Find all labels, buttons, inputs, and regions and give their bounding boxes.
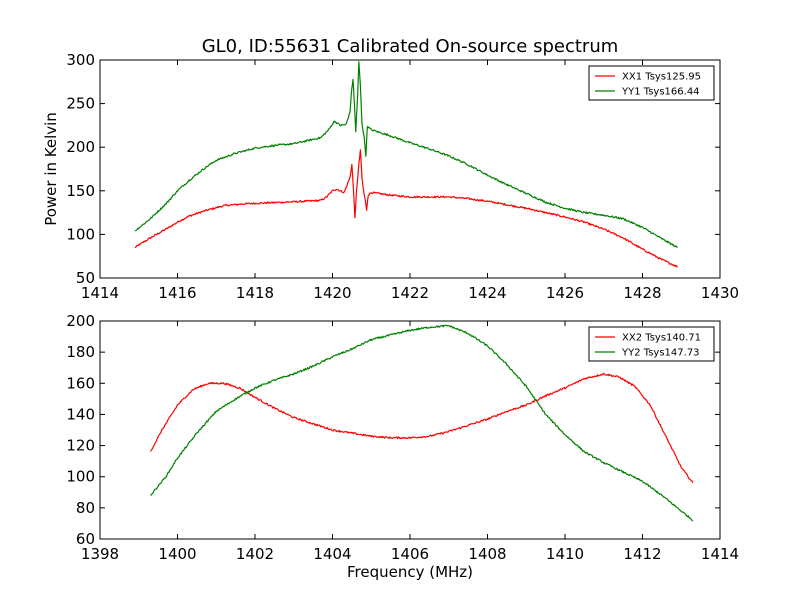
plot-panel-2: 1398 1400 1402 1404 1406 1408 1410 1412 1414 60 80… bbox=[66, 312, 739, 563]
y-tick-label: 50 bbox=[76, 269, 95, 287]
y-tick-label: 120 bbox=[66, 437, 95, 455]
x-tick-label: 1418 bbox=[236, 284, 274, 302]
y-tick-label: 200 bbox=[66, 138, 95, 156]
x-tick-label: 1416 bbox=[158, 284, 196, 302]
x-tick-label: 1426 bbox=[546, 284, 584, 302]
x-tick-label: 1410 bbox=[546, 545, 584, 563]
legend-entry: YY2 Tsys147.73 bbox=[621, 348, 700, 359]
legend-box bbox=[588, 326, 715, 362]
x-tick-label: 1420 bbox=[313, 284, 351, 302]
legend: XX1 Tsys125.95 YY1 Tsys166.44 bbox=[588, 65, 715, 101]
plot-panel-1: 1414 1416 1418 1420 1422 1424 1426 1428 1430 50 10… bbox=[66, 51, 739, 302]
y-tick-label: 80 bbox=[76, 499, 95, 517]
legend-entry: XX1 Tsys125.95 bbox=[622, 72, 701, 83]
legend: XX2 Tsys140.71 YY2 Tsys147.73 bbox=[588, 326, 715, 362]
y-tick-label: 100 bbox=[66, 468, 95, 486]
y-tick-label: 300 bbox=[66, 51, 95, 69]
x-tick-label: 1428 bbox=[623, 284, 661, 302]
x-tick-label: 1430 bbox=[701, 284, 739, 302]
y-tick-label: 180 bbox=[66, 343, 95, 361]
y-tick-label: 140 bbox=[66, 405, 95, 423]
chart-title: GL0, ID:55631 Calibrated On-source spect… bbox=[202, 36, 619, 57]
series-line-2-2 bbox=[150, 324, 694, 522]
y-axis-label: Power in Kelvin bbox=[42, 112, 60, 226]
series-line-1-2 bbox=[134, 61, 678, 249]
x-tick-label: 1404 bbox=[313, 545, 351, 563]
x-tick-label: 1414 bbox=[81, 284, 119, 302]
y-tick-label: 100 bbox=[66, 225, 95, 243]
legend-entry: XX2 Tsys140.71 bbox=[622, 333, 701, 344]
x-tick-label: 1402 bbox=[236, 545, 274, 563]
x-tick-label: 1422 bbox=[391, 284, 429, 302]
x-tick-label: 1400 bbox=[158, 545, 196, 563]
series-line-1-1 bbox=[134, 149, 678, 268]
legend-entry: YY1 Tsys166.44 bbox=[621, 87, 700, 98]
series-line-2-1 bbox=[149, 372, 694, 484]
y-tick-label: 150 bbox=[66, 182, 95, 200]
y-tick-label: 250 bbox=[66, 95, 95, 113]
y-tick-label: 160 bbox=[66, 374, 95, 392]
x-tick-label: 1424 bbox=[468, 284, 506, 302]
x-tick-label: 1414 bbox=[701, 545, 739, 563]
x-tick-label: 1412 bbox=[623, 545, 661, 563]
x-tick-label: 1406 bbox=[391, 545, 429, 563]
x-tick-label: 1408 bbox=[468, 545, 506, 563]
x-axis-label: Frequency (MHz) bbox=[347, 563, 473, 581]
y-tick-label: 60 bbox=[76, 530, 95, 548]
x-tick-label: 1398 bbox=[81, 545, 119, 563]
legend-box bbox=[588, 65, 715, 101]
y-tick-label: 200 bbox=[66, 312, 95, 330]
